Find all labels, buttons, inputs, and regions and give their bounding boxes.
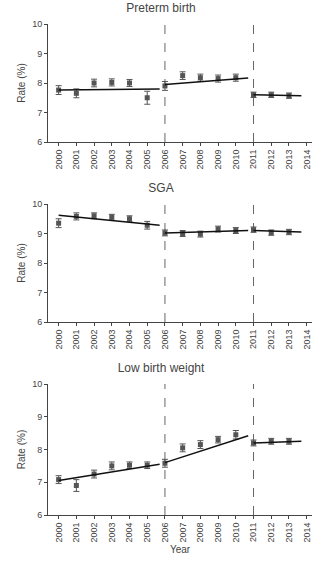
svg-text:2012: 2012 <box>266 330 276 350</box>
svg-text:2001: 2001 <box>71 150 81 170</box>
svg-text:9: 9 <box>37 229 42 239</box>
svg-text:2002: 2002 <box>89 523 99 543</box>
svg-text:2010: 2010 <box>231 330 241 350</box>
svg-text:6: 6 <box>37 510 42 520</box>
svg-text:Rate (%): Rate (%) <box>16 243 27 282</box>
svg-text:7: 7 <box>37 108 42 118</box>
svg-text:2000: 2000 <box>54 150 64 170</box>
svg-text:2009: 2009 <box>213 330 223 350</box>
svg-text:2008: 2008 <box>195 150 205 170</box>
svg-text:2001: 2001 <box>71 330 81 350</box>
svg-text:8: 8 <box>37 258 42 268</box>
svg-text:2000: 2000 <box>54 330 64 350</box>
svg-text:8: 8 <box>37 445 42 455</box>
svg-text:7: 7 <box>37 288 42 298</box>
svg-text:2003: 2003 <box>107 523 117 543</box>
svg-text:7: 7 <box>37 477 42 487</box>
svg-text:2009: 2009 <box>213 150 223 170</box>
svg-text:Rate (%): Rate (%) <box>16 430 27 469</box>
svg-text:10: 10 <box>32 199 42 209</box>
svg-text:2011: 2011 <box>248 330 258 349</box>
svg-text:2012: 2012 <box>266 150 276 170</box>
svg-text:9: 9 <box>37 412 42 422</box>
svg-text:2005: 2005 <box>142 150 152 170</box>
svg-text:Rate (%): Rate (%) <box>16 63 27 102</box>
svg-text:6: 6 <box>37 317 42 327</box>
svg-text:2014: 2014 <box>302 150 312 170</box>
svg-text:2014: 2014 <box>302 330 312 350</box>
svg-text:2003: 2003 <box>107 150 117 170</box>
svg-text:2005: 2005 <box>142 523 152 543</box>
svg-text:2005: 2005 <box>142 330 152 350</box>
svg-text:2004: 2004 <box>124 330 134 350</box>
svg-text:2013: 2013 <box>284 523 294 543</box>
svg-text:2002: 2002 <box>89 150 99 170</box>
svg-text:2011: 2011 <box>248 523 258 542</box>
svg-text:2004: 2004 <box>124 150 134 170</box>
svg-text:2003: 2003 <box>107 330 117 350</box>
svg-text:10: 10 <box>32 19 42 29</box>
svg-text:2014: 2014 <box>302 523 312 543</box>
svg-text:Year: Year <box>170 544 191 555</box>
svg-text:2000: 2000 <box>54 523 64 543</box>
svg-text:2002: 2002 <box>89 330 99 350</box>
svg-text:2007: 2007 <box>178 330 188 350</box>
svg-text:2007: 2007 <box>178 150 188 170</box>
svg-text:2013: 2013 <box>284 330 294 350</box>
svg-text:2006: 2006 <box>160 330 170 350</box>
svg-text:2008: 2008 <box>195 523 205 543</box>
svg-text:8: 8 <box>37 78 42 88</box>
svg-text:2011: 2011 <box>248 150 258 169</box>
svg-text:2009: 2009 <box>213 523 223 543</box>
svg-text:2006: 2006 <box>160 150 170 170</box>
svg-text:SGA: SGA <box>148 181 173 195</box>
svg-text:2004: 2004 <box>124 523 134 543</box>
svg-text:2006: 2006 <box>160 523 170 543</box>
svg-text:2013: 2013 <box>284 150 294 170</box>
svg-text:10: 10 <box>32 379 42 389</box>
svg-text:Preterm birth: Preterm birth <box>126 1 195 15</box>
svg-text:2007: 2007 <box>178 523 188 543</box>
svg-text:2010: 2010 <box>231 523 241 543</box>
svg-text:6: 6 <box>37 137 42 147</box>
svg-text:9: 9 <box>37 49 42 59</box>
svg-text:2010: 2010 <box>231 150 241 170</box>
svg-text:2001: 2001 <box>71 523 81 543</box>
svg-text:2008: 2008 <box>195 330 205 350</box>
svg-text:Low birth weight: Low birth weight <box>118 361 205 375</box>
svg-text:2012: 2012 <box>266 523 276 543</box>
